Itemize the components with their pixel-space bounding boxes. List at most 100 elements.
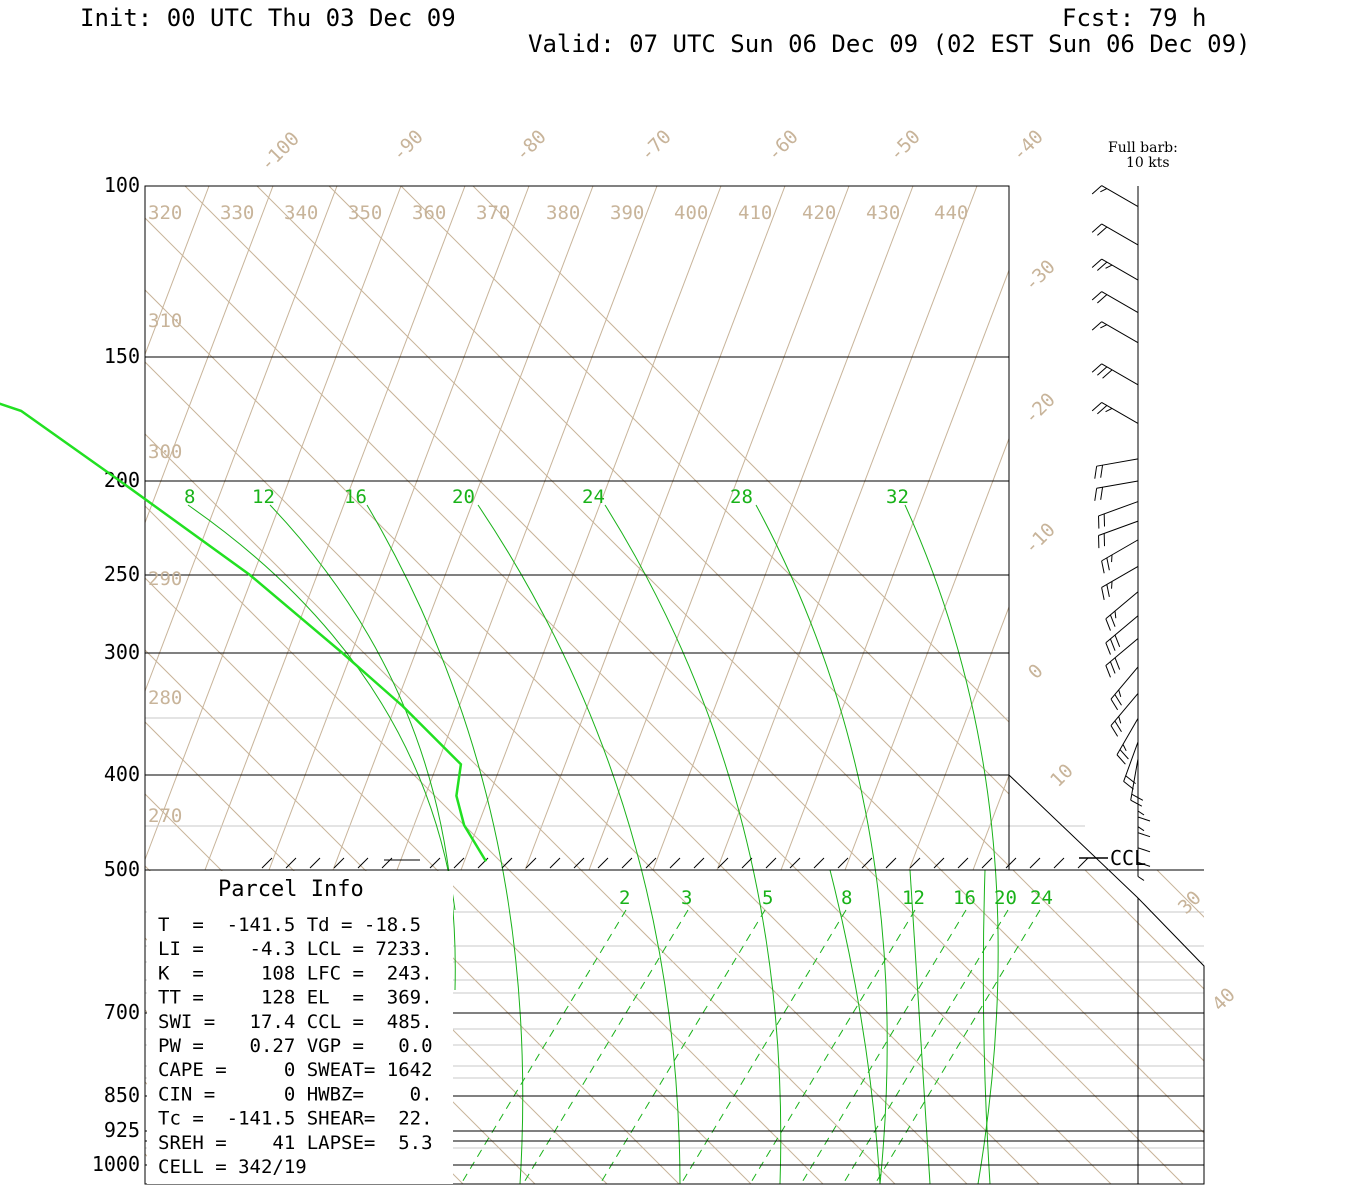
mixing-ratio-label: 2 <box>619 887 630 909</box>
isotherm-line <box>145 577 438 870</box>
hatch-mark <box>957 857 969 869</box>
isotherm-label: -50 <box>885 126 925 166</box>
barb-flag <box>1106 557 1110 571</box>
dry-adiabat-line <box>460 186 722 870</box>
barb-flag <box>1097 261 1108 271</box>
barb-flag <box>1137 816 1151 822</box>
hatch-mark <box>429 857 441 869</box>
parcel-info-row: LI = -4.3 LCL = 7233. <box>158 938 433 960</box>
mixing-ratio-label: 16 <box>953 887 976 909</box>
hatch-mark <box>693 857 705 869</box>
pressure-label: 250 <box>104 562 140 586</box>
dry-adiabat-line <box>652 186 914 870</box>
hatch-mark <box>885 857 897 869</box>
barb-flag <box>1100 188 1108 193</box>
barb-shaft <box>1116 718 1139 755</box>
barb-shaft <box>1105 615 1139 644</box>
barb-flag <box>1122 744 1127 752</box>
mixing-ratio-label: 28 <box>730 486 753 508</box>
barb-shaft <box>1110 666 1139 700</box>
mixing-ratio-line <box>842 909 1009 1185</box>
barb-legend-line2: 10 kts <box>1126 155 1170 171</box>
barb-shaft <box>1098 501 1139 517</box>
barb-flag <box>1102 369 1113 379</box>
barb-flag <box>1110 698 1119 711</box>
moist-adiabat-line <box>187 504 456 911</box>
barb-flag <box>1091 363 1102 373</box>
upper-isotherms <box>0 186 1009 1184</box>
parcel-info-row: T = -141.5 Td = -18.5 <box>158 914 421 936</box>
barb-legend-line1: Full barb: <box>1108 140 1178 156</box>
hatch-mark <box>837 857 849 869</box>
wind-barbs <box>1091 185 1151 881</box>
mixing-ratio-line <box>874 909 1041 1185</box>
moist-adiabat-line <box>604 504 782 1185</box>
isotherm-line <box>0 186 31 1184</box>
barb-flag <box>1101 560 1105 574</box>
barb-shaft <box>1101 566 1139 588</box>
moist-adiabat-line <box>366 504 524 1185</box>
wind-barb <box>1091 363 1139 386</box>
mixing-ratio-label: 20 <box>994 887 1017 909</box>
barb-shaft <box>1098 520 1139 536</box>
isotherm-label: -90 <box>388 126 428 166</box>
barb-flag <box>1109 661 1116 674</box>
barb-shaft <box>1101 321 1139 344</box>
mixing-ratio-label: 3 <box>681 887 692 909</box>
mixing-ratio-line <box>749 909 916 1185</box>
wind-barb <box>1091 291 1139 313</box>
hatch-mark <box>741 857 753 869</box>
isotherm-label: 40 <box>1208 984 1240 1016</box>
barb-flag <box>1114 634 1121 648</box>
mixing-ratio-label: 24 <box>1030 887 1053 909</box>
pressure-label: 925 <box>104 1118 140 1142</box>
isotherm-line <box>724 870 1040 1185</box>
isotherm-label: -80 <box>511 126 551 166</box>
isotherm-line <box>184 186 870 870</box>
temperature-profile <box>0 402 488 863</box>
hatch-mark <box>1053 857 1065 869</box>
parcel-info-row: CAPE = 0 SWEAT= 1642 <box>158 1059 433 1081</box>
barb-flag <box>1119 749 1129 760</box>
wind-barb <box>1137 775 1151 822</box>
isotherm-line <box>0 186 103 1184</box>
lower-frame <box>144 774 1205 1185</box>
barb-shaft <box>1105 591 1139 620</box>
barb-flag <box>1105 642 1111 655</box>
barb-flag <box>1118 716 1122 724</box>
moist-adiabat-line <box>269 504 456 991</box>
hatch-mark <box>261 857 273 869</box>
isotherm-line <box>472 186 1009 723</box>
isotherm-label: 10 <box>1046 760 1078 792</box>
moist-adiabat-line <box>477 504 681 1185</box>
dry-adiabat-line <box>844 437 1009 870</box>
barb-flag <box>1137 810 1145 816</box>
hatch-mark <box>597 857 609 869</box>
barb-flag <box>1109 614 1116 627</box>
hatch-mark <box>621 857 633 869</box>
mixing-ratio-label: 20 <box>452 486 475 508</box>
barb-shaft <box>1101 291 1139 313</box>
mixing-ratio-lines <box>460 909 1041 1185</box>
barb-shaft <box>1105 638 1139 666</box>
hatch-mark <box>717 857 729 869</box>
upper-frame <box>144 185 1010 871</box>
barb-flag <box>1137 832 1151 838</box>
mixing-ratio-label: 16 <box>344 486 367 508</box>
barb-flag <box>1094 488 1098 501</box>
hatch-mark <box>669 857 681 869</box>
parcel-info-row: K = 108 LFC = 243. <box>158 962 433 984</box>
wind-barb <box>1130 758 1144 807</box>
wind-barb <box>1137 834 1145 881</box>
barb-flag <box>1091 321 1102 331</box>
theta-label: 290 <box>148 568 182 590</box>
mixing-ratio-label: 24 <box>582 486 605 508</box>
mixing-ratio-label: 12 <box>902 887 925 909</box>
barb-flag <box>1114 657 1121 670</box>
theta-label: 350 <box>348 202 382 224</box>
isotherm-line <box>145 505 510 870</box>
mixing-ratio-line <box>680 909 847 1185</box>
theta-label: 340 <box>284 202 318 224</box>
isotherm-line <box>145 217 798 870</box>
wind-barb <box>1137 790 1151 838</box>
